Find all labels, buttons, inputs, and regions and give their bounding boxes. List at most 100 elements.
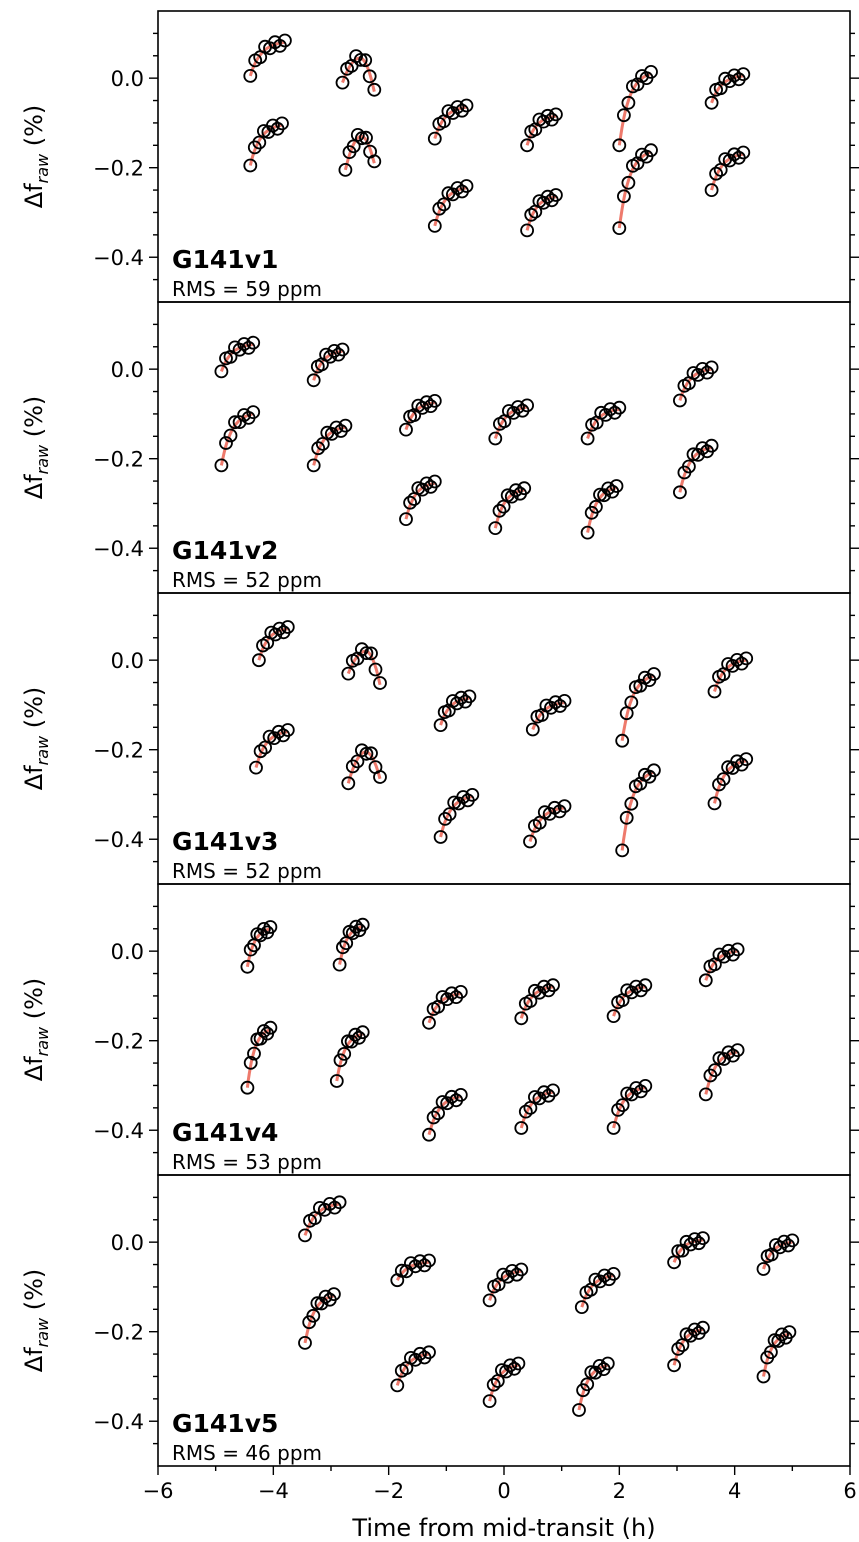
data-point [251,653,266,668]
data-point [335,940,350,955]
data-point [704,438,719,453]
data-point [687,1232,702,1246]
data-point [612,138,627,153]
orbit-5 [399,393,442,437]
panel-G141v4: 0.0 −0.2 −0.4 Δfraw (%) G141v4 RMS = 53 ppm [20,883,859,1176]
data-point [764,1345,778,1359]
data-point [263,1020,278,1035]
data-point [280,723,295,737]
orbit-7 [525,694,572,737]
data-point [373,770,387,784]
data-point [696,1231,710,1245]
data-point [359,646,374,660]
orbit-1 [240,920,278,974]
orbit-2 [243,116,289,173]
data-point [318,1289,333,1304]
data-point [390,1378,405,1393]
x-axis: −6 −4 −2 0 2 4 6 [143,1466,857,1503]
y-tick-label: −0.2 [93,157,144,181]
panel-G141v1: 0.0 −0.2 −0.4 Δfraw (%) G141v1 RMS = 59 ppm [20,10,859,303]
x-tick-label: −6 [143,1479,174,1503]
orbit-12 [673,438,719,500]
x-tick-label: 2 [613,1479,626,1503]
y-axis-title-unit: (%) [20,396,48,445]
y-axis-title-unit: (%) [20,105,48,154]
data-point [540,108,555,123]
data-point [362,69,377,84]
orbit-11 [756,1233,800,1276]
data-point [359,746,374,761]
y-axis-title-unit: (%) [20,1269,48,1318]
orbit-1 [298,1195,347,1243]
data-point [612,221,627,236]
y-tick-label: −0.4 [93,537,144,561]
data-point [306,458,321,473]
orbit-11 [707,651,754,699]
data-point [537,979,551,994]
orbit-8 [520,188,563,238]
data-point [615,1098,630,1112]
data-point [517,481,532,496]
x-tick-label: 4 [728,1479,741,1503]
data-point [253,928,268,943]
data-point [597,1268,612,1283]
data-point [246,335,261,350]
data-point [311,441,326,456]
data-point [611,1103,625,1117]
data-point [306,1308,321,1323]
y-axis-title-sub: raw [33,1026,52,1056]
data-point [310,1296,325,1311]
data-point [782,1325,797,1339]
data-point [364,646,378,661]
data-point [355,1025,370,1040]
data-point [453,985,468,999]
rms-label: RMS = 52 ppm [172,568,322,592]
data-point [459,179,474,193]
orbit-1 [214,335,261,379]
data-point [708,1063,722,1077]
y-tick-label: 0.0 [111,67,144,91]
orbit-7 [574,1267,621,1314]
data-point [709,166,723,181]
orbit-7 [488,398,534,446]
data-point [314,1296,329,1311]
data-point [580,525,595,540]
data-point [707,684,722,699]
data-point [557,799,572,813]
data-point [612,400,627,415]
data-point [580,1377,595,1392]
rms-label: RMS = 52 ppm [172,859,322,883]
data-point [630,77,645,92]
data-point [644,65,658,79]
data-point [647,667,661,681]
orbit-8 [488,481,532,535]
data-point [465,788,480,802]
model-curve [248,40,286,77]
data-point [332,957,347,972]
data-point [644,143,658,158]
x-tick-label: −2 [373,1479,404,1503]
data-point [453,1088,468,1102]
orbit-6 [422,1088,468,1142]
data-point [514,1121,529,1135]
data-point [249,760,263,775]
x-axis-title: Time from mid-transit (h) [351,1514,655,1542]
y-axis-title: Δfraw (%) [20,1269,52,1373]
data-point [730,1043,745,1057]
data-point [615,733,630,748]
data-point [338,162,353,177]
orbit-5 [422,985,468,1030]
model-curve [427,1095,462,1136]
data-point [243,1055,258,1070]
data-point [505,1264,520,1278]
panel-G141v3: 0.0 −0.2 −0.4 Δfraw (%) G141v3 RMS = 52 ppm [20,592,859,885]
orbit-10 [615,763,661,858]
data-point [442,807,457,821]
data-point [256,922,271,936]
data-point [704,360,719,375]
orbit-5 [433,689,477,732]
orbit-11 [698,942,745,988]
data-point [574,1300,589,1314]
data-point [306,373,321,388]
